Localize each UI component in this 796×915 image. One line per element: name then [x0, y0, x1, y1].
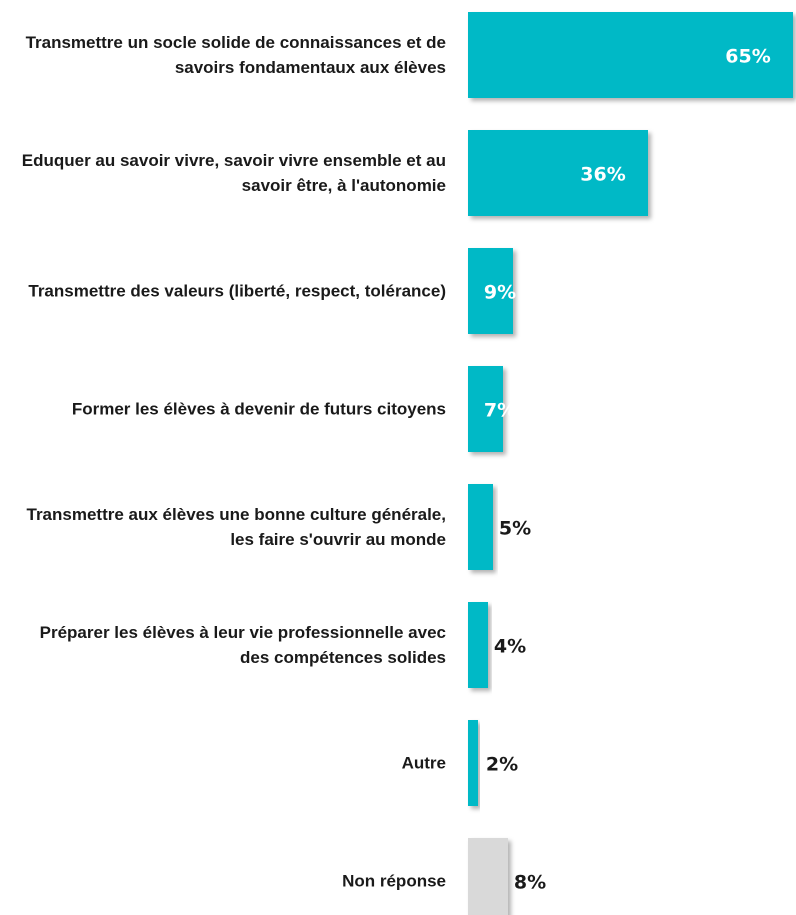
bar — [468, 12, 793, 98]
bar — [468, 130, 648, 216]
bar — [468, 602, 488, 688]
bar — [468, 248, 513, 334]
value-label: 36% — [580, 164, 625, 186]
value-label: 4% — [494, 636, 526, 658]
value-label: 5% — [499, 518, 531, 540]
value-label: 9% — [484, 282, 516, 304]
bar — [468, 366, 503, 452]
category-label: Transmettre un socle solide de connaissa… — [25, 33, 446, 77]
value-label: 7% — [484, 400, 516, 422]
bar — [468, 484, 493, 570]
value-label: 2% — [486, 754, 518, 776]
value-label: 65% — [725, 46, 770, 68]
category-label: Former les élèves à devenir de futurs ci… — [71, 399, 446, 419]
category-label: Transmettre des valeurs (liberté, respec… — [28, 281, 446, 301]
category-label: Autre — [401, 753, 446, 773]
category-label: Eduquer au savoir vivre, savoir vivre en… — [21, 151, 446, 195]
bar — [468, 720, 478, 806]
category-label: Préparer les élèves à leur vie professio… — [39, 623, 446, 667]
bar — [468, 838, 508, 915]
value-label: 8% — [514, 872, 546, 894]
category-label: Transmettre aux élèves une bonne culture… — [26, 505, 447, 549]
category-label: Non réponse — [342, 871, 446, 891]
